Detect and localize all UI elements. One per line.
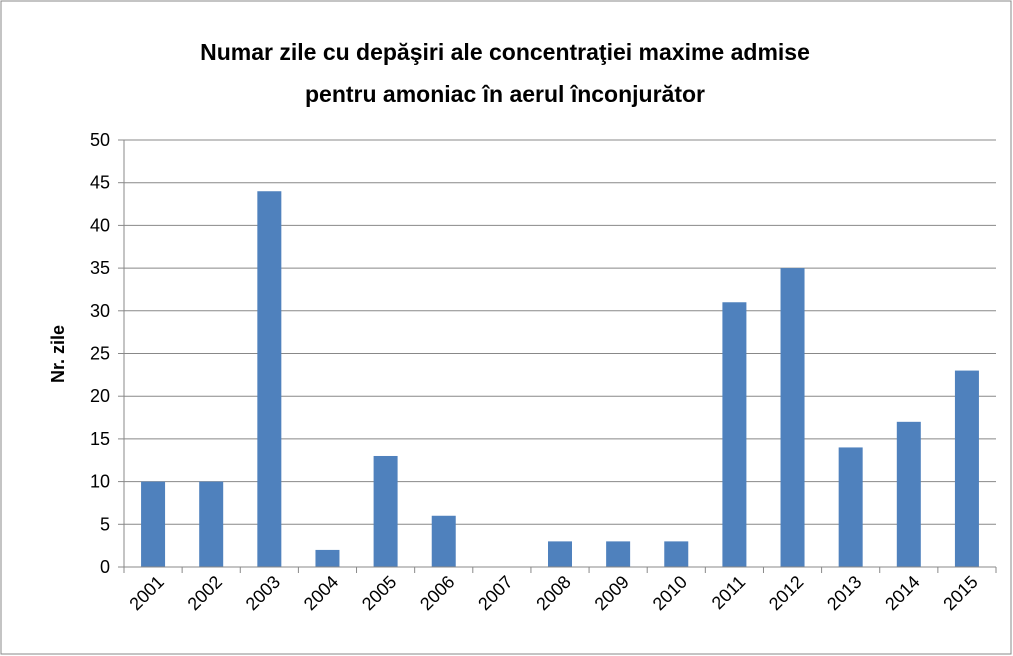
bar bbox=[896, 421, 921, 567]
y-tick-label: 20 bbox=[90, 386, 110, 406]
y-axis-label: Nr. zile bbox=[48, 325, 68, 383]
y-tick-label: 50 bbox=[90, 130, 110, 150]
bar bbox=[954, 370, 979, 567]
bar bbox=[838, 447, 863, 567]
bar bbox=[141, 481, 166, 567]
y-tick-label: 35 bbox=[90, 258, 110, 278]
y-tick-label: 0 bbox=[100, 557, 110, 577]
y-tick-label: 15 bbox=[90, 429, 110, 449]
y-tick-label: 45 bbox=[90, 173, 110, 193]
bar bbox=[199, 481, 224, 567]
bar bbox=[664, 541, 689, 567]
bar bbox=[722, 302, 747, 567]
y-tick-label: 40 bbox=[90, 215, 110, 235]
y-tick-label: 5 bbox=[100, 514, 110, 534]
bar bbox=[780, 268, 805, 567]
chart-title: Numar zile cu depăşiri ale concentraţiei… bbox=[200, 39, 810, 65]
bar bbox=[373, 455, 398, 567]
bar bbox=[548, 541, 572, 567]
chart-title: pentru amoniac în aerul înconjurător bbox=[305, 81, 705, 107]
bar bbox=[606, 541, 631, 567]
y-tick-label: 30 bbox=[90, 301, 110, 321]
bar bbox=[315, 549, 340, 567]
bar bbox=[257, 191, 282, 568]
y-tick-label: 10 bbox=[90, 472, 110, 492]
y-tick-label: 25 bbox=[90, 344, 110, 364]
bar bbox=[431, 515, 456, 567]
